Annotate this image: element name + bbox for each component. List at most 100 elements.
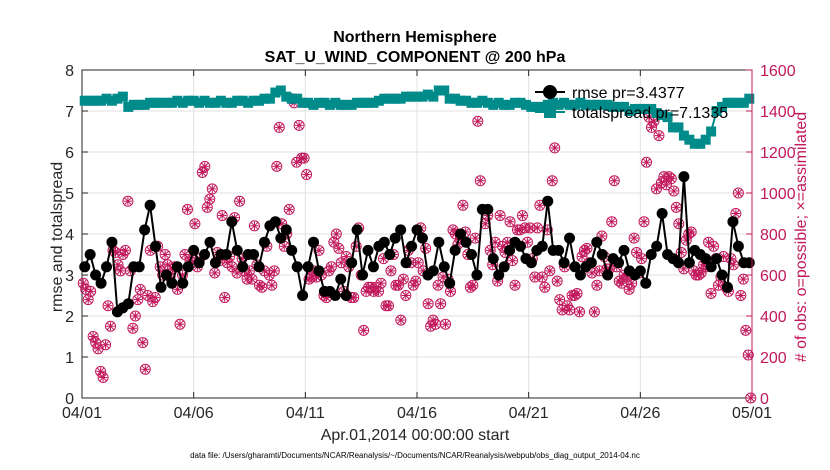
totalspread-point <box>117 91 128 102</box>
y-right-tick-label: 0 <box>760 391 769 408</box>
totalspread-point <box>412 91 422 102</box>
obs-assimilated-point <box>739 274 748 284</box>
totalspread-point <box>564 99 575 110</box>
y-axis-left-label: rmse and totalspread <box>49 162 66 312</box>
totalspread-point <box>341 99 352 110</box>
obs-assimilated-point <box>741 326 750 335</box>
y-axis-right-label: # of obs: o=possible; ×=assimilated <box>793 112 810 362</box>
rmse-point <box>346 257 358 269</box>
totalspread-point <box>439 85 450 96</box>
obs-assimilated-point <box>518 211 527 220</box>
obs-assimilated-point <box>669 186 679 196</box>
totalspread-point <box>542 99 553 110</box>
obs-assimilated-point <box>79 279 88 288</box>
totalspread-point <box>79 95 90 106</box>
chart-title-line2: SAT_U_WIND_COMPONENT @ 200 hPa <box>265 49 566 66</box>
obs-assimilated-point <box>136 285 145 294</box>
totalspread-point <box>401 91 412 102</box>
totalspread-point <box>264 93 275 104</box>
obs-assimilated-point <box>632 248 641 257</box>
legend-totalspread-label: totalspread pr=7.1335 <box>572 105 728 122</box>
rmse-point <box>133 261 145 273</box>
obs-assimilated-point <box>662 180 671 189</box>
obs-assimilated-point <box>386 266 396 276</box>
totalspread-point <box>90 95 101 106</box>
totalspread-point <box>254 95 265 106</box>
obs-assimilated-point <box>272 162 281 171</box>
obs-assimilated-point <box>180 250 190 259</box>
totalspread-point <box>597 99 608 110</box>
obs-possible-point <box>330 228 342 240</box>
totalspread-point <box>602 99 613 110</box>
obs-assimilated-point <box>411 276 420 286</box>
totalspread-point <box>738 97 749 108</box>
obs-possible-point <box>273 121 285 133</box>
rmse-point <box>678 171 690 183</box>
rmse-point <box>716 269 728 281</box>
rmse-point <box>182 261 194 273</box>
obs-possible-point <box>504 216 516 228</box>
obs-assimilated-point <box>208 184 217 194</box>
rmse-point <box>357 269 369 281</box>
obs-assimilated-point <box>468 281 478 290</box>
rmse-point <box>367 261 379 273</box>
obs-assimilated-point <box>471 233 480 243</box>
obs-assimilated-point <box>431 320 440 329</box>
rmse-point <box>455 228 467 240</box>
obs-assimilated-point <box>399 274 408 284</box>
totalspread-point <box>292 93 303 104</box>
rmse-point <box>732 240 744 252</box>
obs-possible-point <box>705 287 717 299</box>
y-right-tick-label: 1600 <box>760 63 796 80</box>
x-tick-label: 04/21 <box>509 405 549 422</box>
obs-possible-point <box>266 279 278 291</box>
x-tick-label: 04/01 <box>62 405 102 422</box>
obs-assimilated-point <box>530 272 540 282</box>
rmse-point <box>280 224 292 236</box>
rmse-point <box>683 257 695 269</box>
obs-possible-point <box>358 324 370 336</box>
rmse-point <box>711 253 723 265</box>
obs-assimilated-point <box>384 301 393 310</box>
x-tick-label: 04/06 <box>174 405 214 422</box>
rmse-point <box>258 236 270 248</box>
rmse-point <box>493 269 505 281</box>
obs-possible-point <box>410 275 422 287</box>
rmse-point <box>634 265 646 277</box>
rmse-point <box>84 249 96 260</box>
obs-possible-point <box>675 246 687 258</box>
totalspread-point <box>471 97 482 108</box>
totalspread-point <box>635 103 646 114</box>
obs-possible-point <box>271 160 283 172</box>
totalspread-point <box>569 99 580 110</box>
obs-assimilated-point <box>396 315 406 325</box>
obs-possible-point <box>196 167 208 178</box>
totalspread-point <box>689 138 700 149</box>
obs-assimilated-point <box>131 311 140 321</box>
x-tick-label: 04/26 <box>620 405 660 422</box>
rmse-point <box>384 249 396 260</box>
rmse-point <box>558 257 570 269</box>
obs-assimilated-point <box>535 201 545 210</box>
totalspread-point <box>357 97 368 108</box>
obs-assimilated-point <box>88 332 98 341</box>
totalspread-point <box>155 97 166 108</box>
rmse-point <box>144 199 156 211</box>
totalspread-point <box>744 93 755 104</box>
obs-possible-point <box>591 279 603 291</box>
y-left-tick-label: 0 <box>65 391 74 408</box>
rmse-point <box>727 216 739 228</box>
obs-assimilated-point <box>555 295 564 304</box>
rmse-point <box>188 244 200 256</box>
obs-assimilated-point <box>704 238 713 247</box>
obs-assimilated-point <box>245 266 254 276</box>
totalspread-point <box>166 97 177 108</box>
totalspread-point <box>85 95 96 106</box>
obs-assimilated-point <box>731 209 741 218</box>
y-left-tick-label: 5 <box>65 186 74 203</box>
obs-assimilated-point <box>654 131 664 140</box>
totalspread-point <box>520 99 531 110</box>
obs-assimilated-point <box>503 238 512 247</box>
